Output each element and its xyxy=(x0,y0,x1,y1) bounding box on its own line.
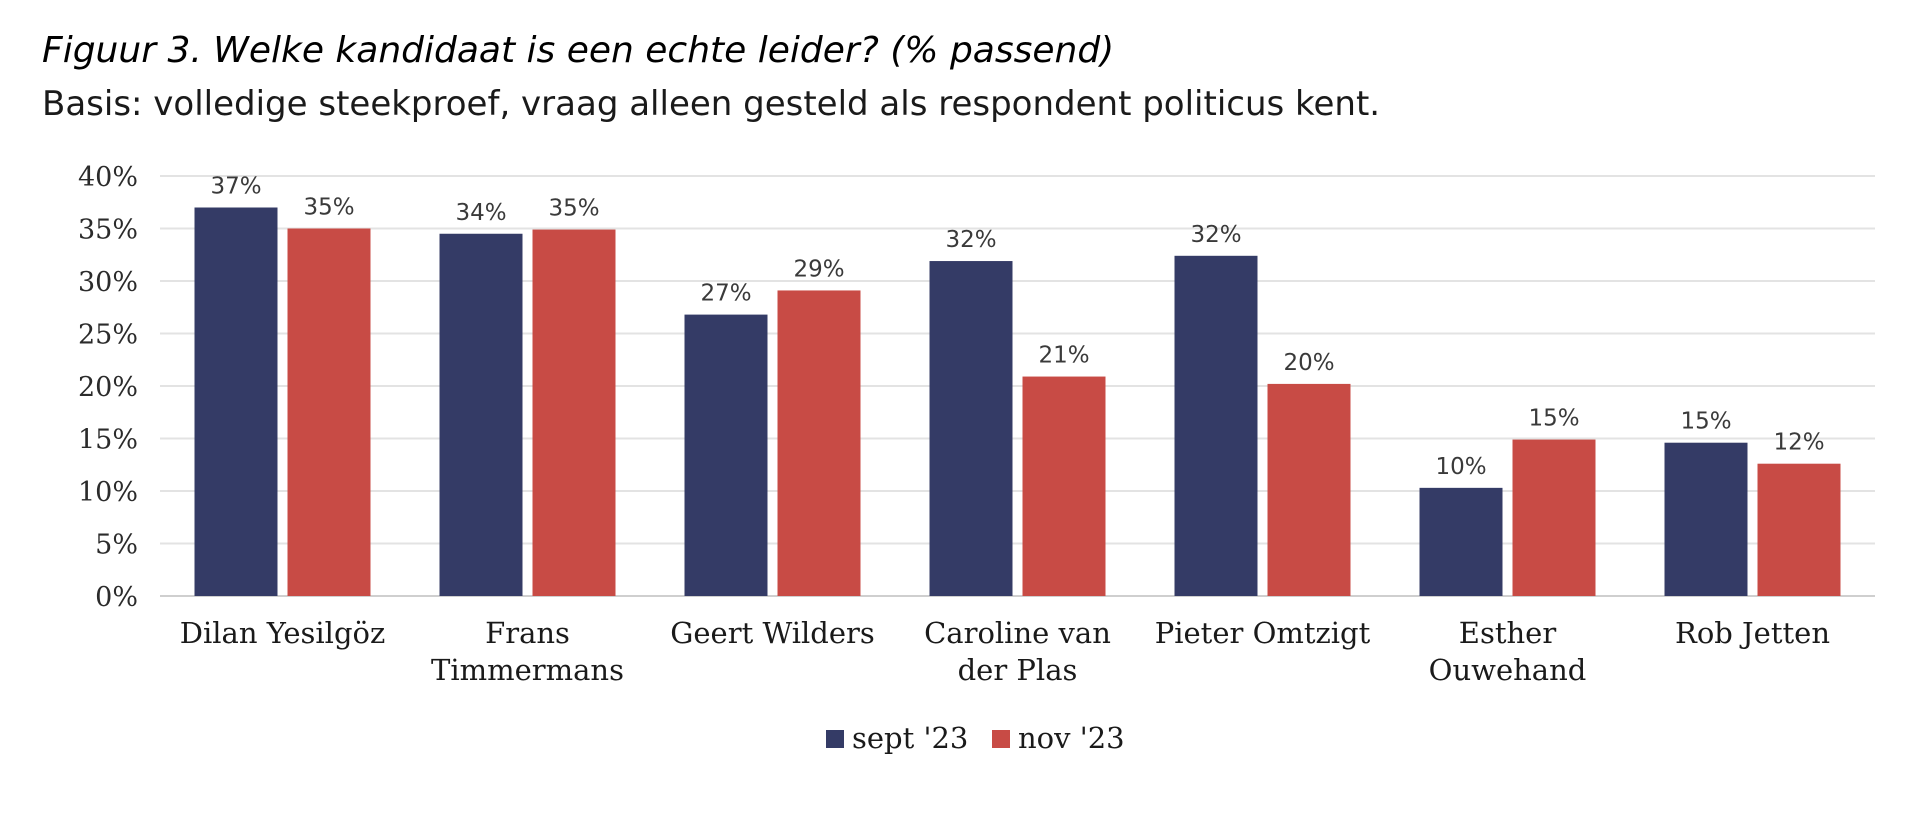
data-label: 32% xyxy=(945,227,996,253)
data-label: 20% xyxy=(1283,350,1334,376)
y-tick-label: 5% xyxy=(95,530,138,561)
data-label: 10% xyxy=(1435,454,1486,480)
y-tick-label: 20% xyxy=(78,372,138,403)
data-label: 35% xyxy=(548,196,599,222)
x-category-label: der Plas xyxy=(958,653,1078,687)
data-label: 37% xyxy=(210,174,261,200)
bar-sept xyxy=(929,261,1013,596)
bar-sept xyxy=(684,314,768,596)
x-category-label: Esther xyxy=(1459,616,1557,650)
x-category-label: Dilan Yesilgöz xyxy=(180,616,386,650)
bar-nov xyxy=(1022,376,1106,596)
bar-nov xyxy=(777,290,861,596)
x-category-label: Timmermans xyxy=(431,653,624,687)
bar-nov xyxy=(1757,463,1841,596)
y-tick-label: 15% xyxy=(78,425,138,456)
bar-sept xyxy=(1174,255,1258,597)
chart-subtitle: Basis: volledige steekproef, vraag allee… xyxy=(42,84,1381,124)
data-label: 21% xyxy=(1038,343,1089,369)
bar-nov xyxy=(1267,383,1351,596)
data-label: 15% xyxy=(1528,406,1579,432)
data-label: 12% xyxy=(1773,430,1824,456)
data-label: 27% xyxy=(700,281,751,307)
bar-nov xyxy=(1512,439,1596,596)
y-tick-label: 25% xyxy=(78,320,138,351)
data-label: 15% xyxy=(1680,409,1731,435)
legend-label: nov '23 xyxy=(1018,721,1125,755)
chart-title: Figuur 3. Welke kandidaat is een echte l… xyxy=(42,30,1115,71)
y-tick-label: 10% xyxy=(78,477,138,508)
bar-sept xyxy=(194,207,278,596)
bar-sept xyxy=(1419,487,1503,596)
legend-swatch xyxy=(992,730,1010,748)
legend-swatch xyxy=(826,730,844,748)
data-label: 35% xyxy=(303,195,354,221)
y-tick-label: 30% xyxy=(78,267,138,298)
bar-nov xyxy=(532,229,616,597)
data-label: 34% xyxy=(455,200,506,226)
bar-sept xyxy=(439,233,523,596)
bar-nov xyxy=(287,228,371,596)
y-tick-label: 0% xyxy=(95,582,138,613)
x-category-label: Frans xyxy=(485,616,570,650)
bar-sept xyxy=(1664,442,1748,596)
x-category-label: Caroline van xyxy=(924,616,1111,650)
data-label: 29% xyxy=(793,256,844,282)
x-category-label: Pieter Omtzigt xyxy=(1155,616,1371,650)
x-category-label: Rob Jetten xyxy=(1675,616,1830,650)
legend-label: sept '23 xyxy=(852,721,968,755)
x-category-label: Ouwehand xyxy=(1429,653,1587,687)
y-tick-label: 35% xyxy=(78,215,138,246)
data-label: 32% xyxy=(1190,222,1241,248)
y-tick-label: 40% xyxy=(78,162,138,193)
x-category-label: Geert Wilders xyxy=(670,616,875,650)
